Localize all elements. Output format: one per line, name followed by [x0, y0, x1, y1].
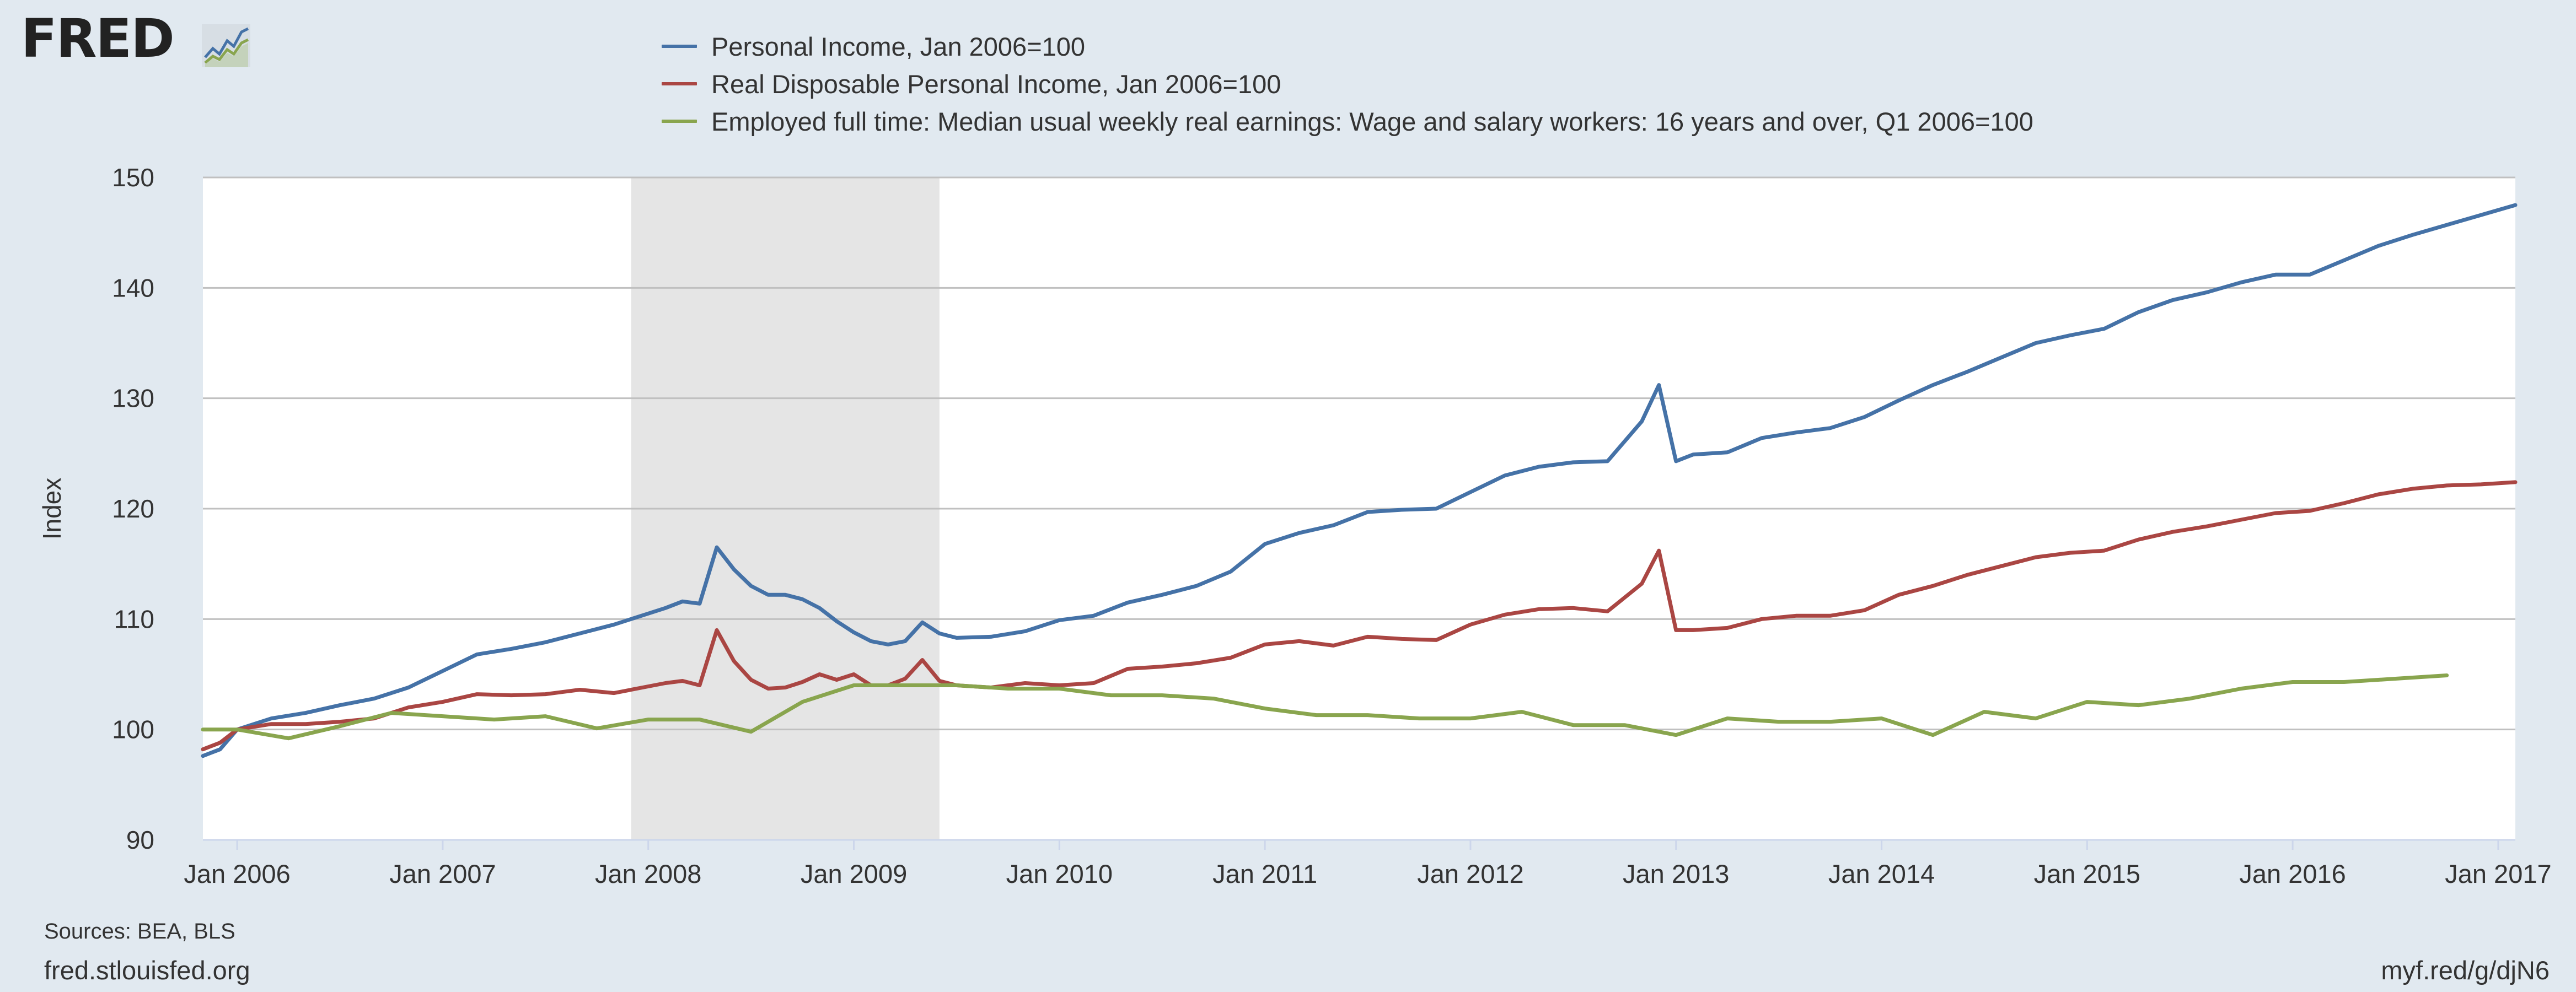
legend-label-weekly-earnings: Employed full time: Median usual weekly …	[711, 106, 2033, 136]
series-lines	[201, 203, 2518, 758]
x-tick-label: Jan 2006	[184, 859, 290, 888]
x-tick-label: Jan 2011	[1212, 859, 1317, 888]
y-tick-label: 140	[112, 273, 154, 302]
fred-chart-logo-icon	[202, 24, 250, 70]
series-line-weekly-earnings	[201, 673, 2449, 741]
x-tick-label: Jan 2017	[2445, 859, 2551, 888]
x-tick-label: Jan 2009	[801, 859, 907, 888]
legend-swatch-weekly-earnings	[662, 120, 697, 123]
x-tick-label: Jan 2014	[1828, 859, 1935, 888]
series-line-real-disposable-income	[201, 480, 2518, 752]
site-link[interactable]: fred.stlouisfed.org	[44, 956, 250, 985]
x-tick-label: Jan 2015	[2034, 859, 2140, 888]
x-tick-label: Jan 2008	[595, 859, 701, 888]
y-tick-label: 90	[126, 826, 154, 854]
y-tick-label: 100	[112, 715, 154, 744]
y-tick-label: 120	[112, 494, 154, 523]
gridlines	[203, 176, 2515, 731]
legend-item-real-disposable-income[interactable]: Real Disposable Personal Income, Jan 200…	[662, 65, 2033, 103]
legend-swatch-personal-income	[662, 45, 697, 48]
chart-legend: Personal Income, Jan 2006=100 Real Dispo…	[662, 28, 2033, 140]
chart-sources: Sources: BEA, BLS	[44, 919, 235, 944]
series-line-personal-income	[201, 203, 2518, 758]
y-tick-label: 110	[114, 605, 154, 633]
x-tick-label: Jan 2016	[2239, 859, 2346, 888]
y-tick-label: 130	[112, 384, 154, 413]
axes: 90 100 110 120 130 140 150 Jan 2006 Jan 2007 Jan …	[112, 163, 2551, 888]
x-tick-label: Jan 2012	[1417, 859, 1523, 888]
legend-label-personal-income: Personal Income, Jan 2006=100	[711, 31, 1086, 61]
fred-logo[interactable]: FRED	[21, 8, 175, 69]
legend-label-real-disposable-income: Real Disposable Personal Income, Jan 200…	[711, 69, 1281, 99]
x-tick-label: Jan 2007	[389, 859, 496, 888]
legend-swatch-real-disposable-income	[662, 82, 697, 85]
x-tick-label: Jan 2010	[1006, 859, 1113, 888]
y-tick-label: 150	[112, 163, 154, 192]
x-tick-label: Jan 2013	[1623, 859, 1729, 888]
legend-item-personal-income[interactable]: Personal Income, Jan 2006=100	[662, 28, 2033, 65]
short-link[interactable]: myf.red/g/djN6	[2381, 956, 2550, 985]
y-axis-title: Index	[37, 478, 66, 540]
legend-item-weekly-earnings[interactable]: Employed full time: Median usual weekly …	[662, 103, 2033, 140]
